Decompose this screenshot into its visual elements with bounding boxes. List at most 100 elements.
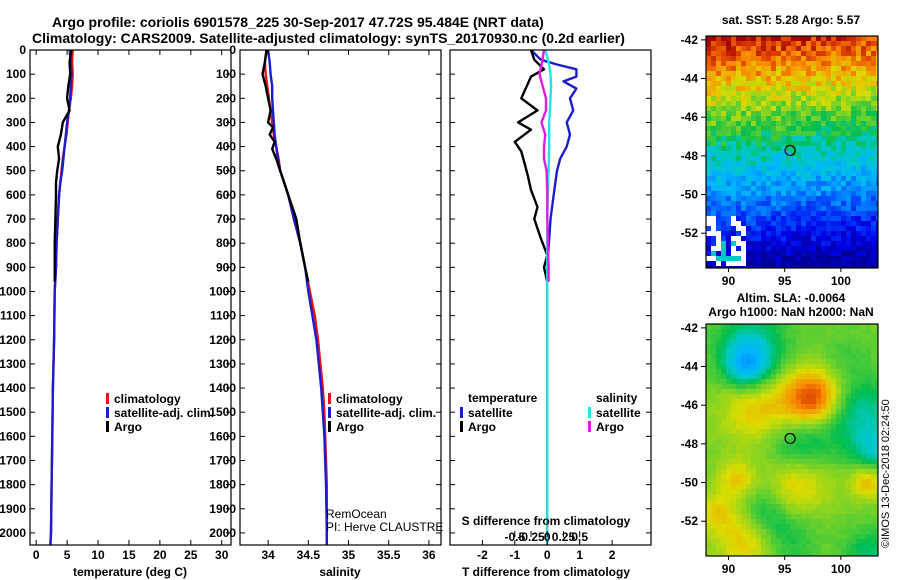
- map-cell: [841, 439, 846, 444]
- map-cell: [816, 36, 821, 41]
- map-cell: [771, 246, 776, 251]
- map-cell: [831, 96, 836, 101]
- map-cell: [836, 424, 841, 429]
- map-cell: [726, 131, 731, 136]
- map-cell: [716, 479, 721, 484]
- map-cell: [721, 216, 726, 221]
- map-cell: [836, 76, 841, 81]
- map-cell: [816, 409, 821, 414]
- map-cell: [711, 126, 716, 131]
- map-cell: [781, 181, 786, 186]
- map-cell: [711, 494, 716, 499]
- map-cell: [851, 404, 856, 409]
- map-cell: [841, 364, 846, 369]
- series-temperature-satellite: [530, 49, 578, 545]
- map-cell: [871, 494, 876, 499]
- map-cell: [706, 176, 711, 181]
- map-cell: [876, 221, 878, 226]
- map-cell: [841, 469, 846, 474]
- map-cell: [826, 409, 831, 414]
- map-cell: [846, 399, 851, 404]
- map-cell: [706, 404, 711, 409]
- map-cell: [761, 484, 766, 489]
- map-cell: [721, 141, 726, 146]
- map-cell: [841, 414, 846, 419]
- map-cell: [841, 394, 846, 399]
- map-cell: [871, 404, 876, 409]
- map-cell: [846, 266, 851, 268]
- map-cell: [786, 534, 791, 539]
- map-cell: [746, 231, 751, 236]
- map-cell: [801, 329, 806, 334]
- map-cell: [876, 166, 878, 171]
- map-cell: [821, 171, 826, 176]
- map-cell: [836, 126, 841, 131]
- map-cell: [826, 116, 831, 121]
- map-cell: [776, 116, 781, 121]
- map-cell: [871, 226, 876, 231]
- map-cell: [776, 176, 781, 181]
- map-cell: [741, 71, 746, 76]
- map-cell: [721, 46, 726, 51]
- map-cell: [771, 504, 776, 509]
- map-cell: [871, 41, 876, 46]
- map-cell: [796, 251, 801, 256]
- map-cell: [741, 131, 746, 136]
- depth-tick-label: 600: [216, 188, 236, 202]
- map-cell: [736, 449, 741, 454]
- map-cell: [851, 474, 856, 479]
- depth-tick-label: 300: [216, 115, 236, 129]
- map-cell: [726, 454, 731, 459]
- map-cell: [831, 131, 836, 136]
- map-cell: [776, 519, 781, 524]
- map-cell: [866, 399, 871, 404]
- difference-panel: -2 -1 0 1 2-0.5-0.25 0 0.250.5 S difference fr…: [449, 49, 652, 579]
- map-cell: [716, 151, 721, 156]
- map-cell: [781, 509, 786, 514]
- map-cell: [751, 479, 756, 484]
- map-cell: [726, 464, 731, 469]
- map-cell: [781, 86, 786, 91]
- map-cell: [841, 419, 846, 424]
- map-cell: [721, 439, 726, 444]
- map-cell: [806, 146, 811, 151]
- map-cell: [791, 534, 796, 539]
- map-cell: [771, 424, 776, 429]
- map-cell: [756, 191, 761, 196]
- map-cell: [826, 266, 831, 268]
- map-cell: [721, 384, 726, 389]
- map-cell: [831, 71, 836, 76]
- map-cell: [796, 176, 801, 181]
- map-cell: [826, 131, 831, 136]
- map-cell: [871, 329, 876, 334]
- map-cell: [781, 469, 786, 474]
- map-cell: [756, 166, 761, 171]
- legend-head-salinity: salinity: [596, 391, 638, 405]
- map-cell: [766, 529, 771, 534]
- map-cell: [776, 61, 781, 66]
- map-cell: [816, 191, 821, 196]
- map-cell: [721, 51, 726, 56]
- map-cell: [801, 156, 806, 161]
- map-cell: [761, 489, 766, 494]
- map-cell: [766, 76, 771, 81]
- map-cell: [716, 459, 721, 464]
- map-cell: [831, 369, 836, 374]
- map-cell: [851, 151, 856, 156]
- map-cell: [811, 116, 816, 121]
- map-cell: [756, 211, 761, 216]
- map-cell: [756, 549, 761, 554]
- map-cell: [806, 91, 811, 96]
- map-cell: [841, 519, 846, 524]
- map-cell: [851, 549, 856, 554]
- map-cell: [831, 409, 836, 414]
- map-cell: [821, 354, 826, 359]
- map-cell: [726, 151, 731, 156]
- map-cell: [716, 141, 721, 146]
- lat-tick-label: -42: [681, 321, 699, 335]
- map-cell: [816, 136, 821, 141]
- map-cell: [826, 71, 831, 76]
- map-cell: [876, 36, 878, 41]
- map-cell: [736, 429, 741, 434]
- legend-head-temperature: temperature: [468, 391, 538, 405]
